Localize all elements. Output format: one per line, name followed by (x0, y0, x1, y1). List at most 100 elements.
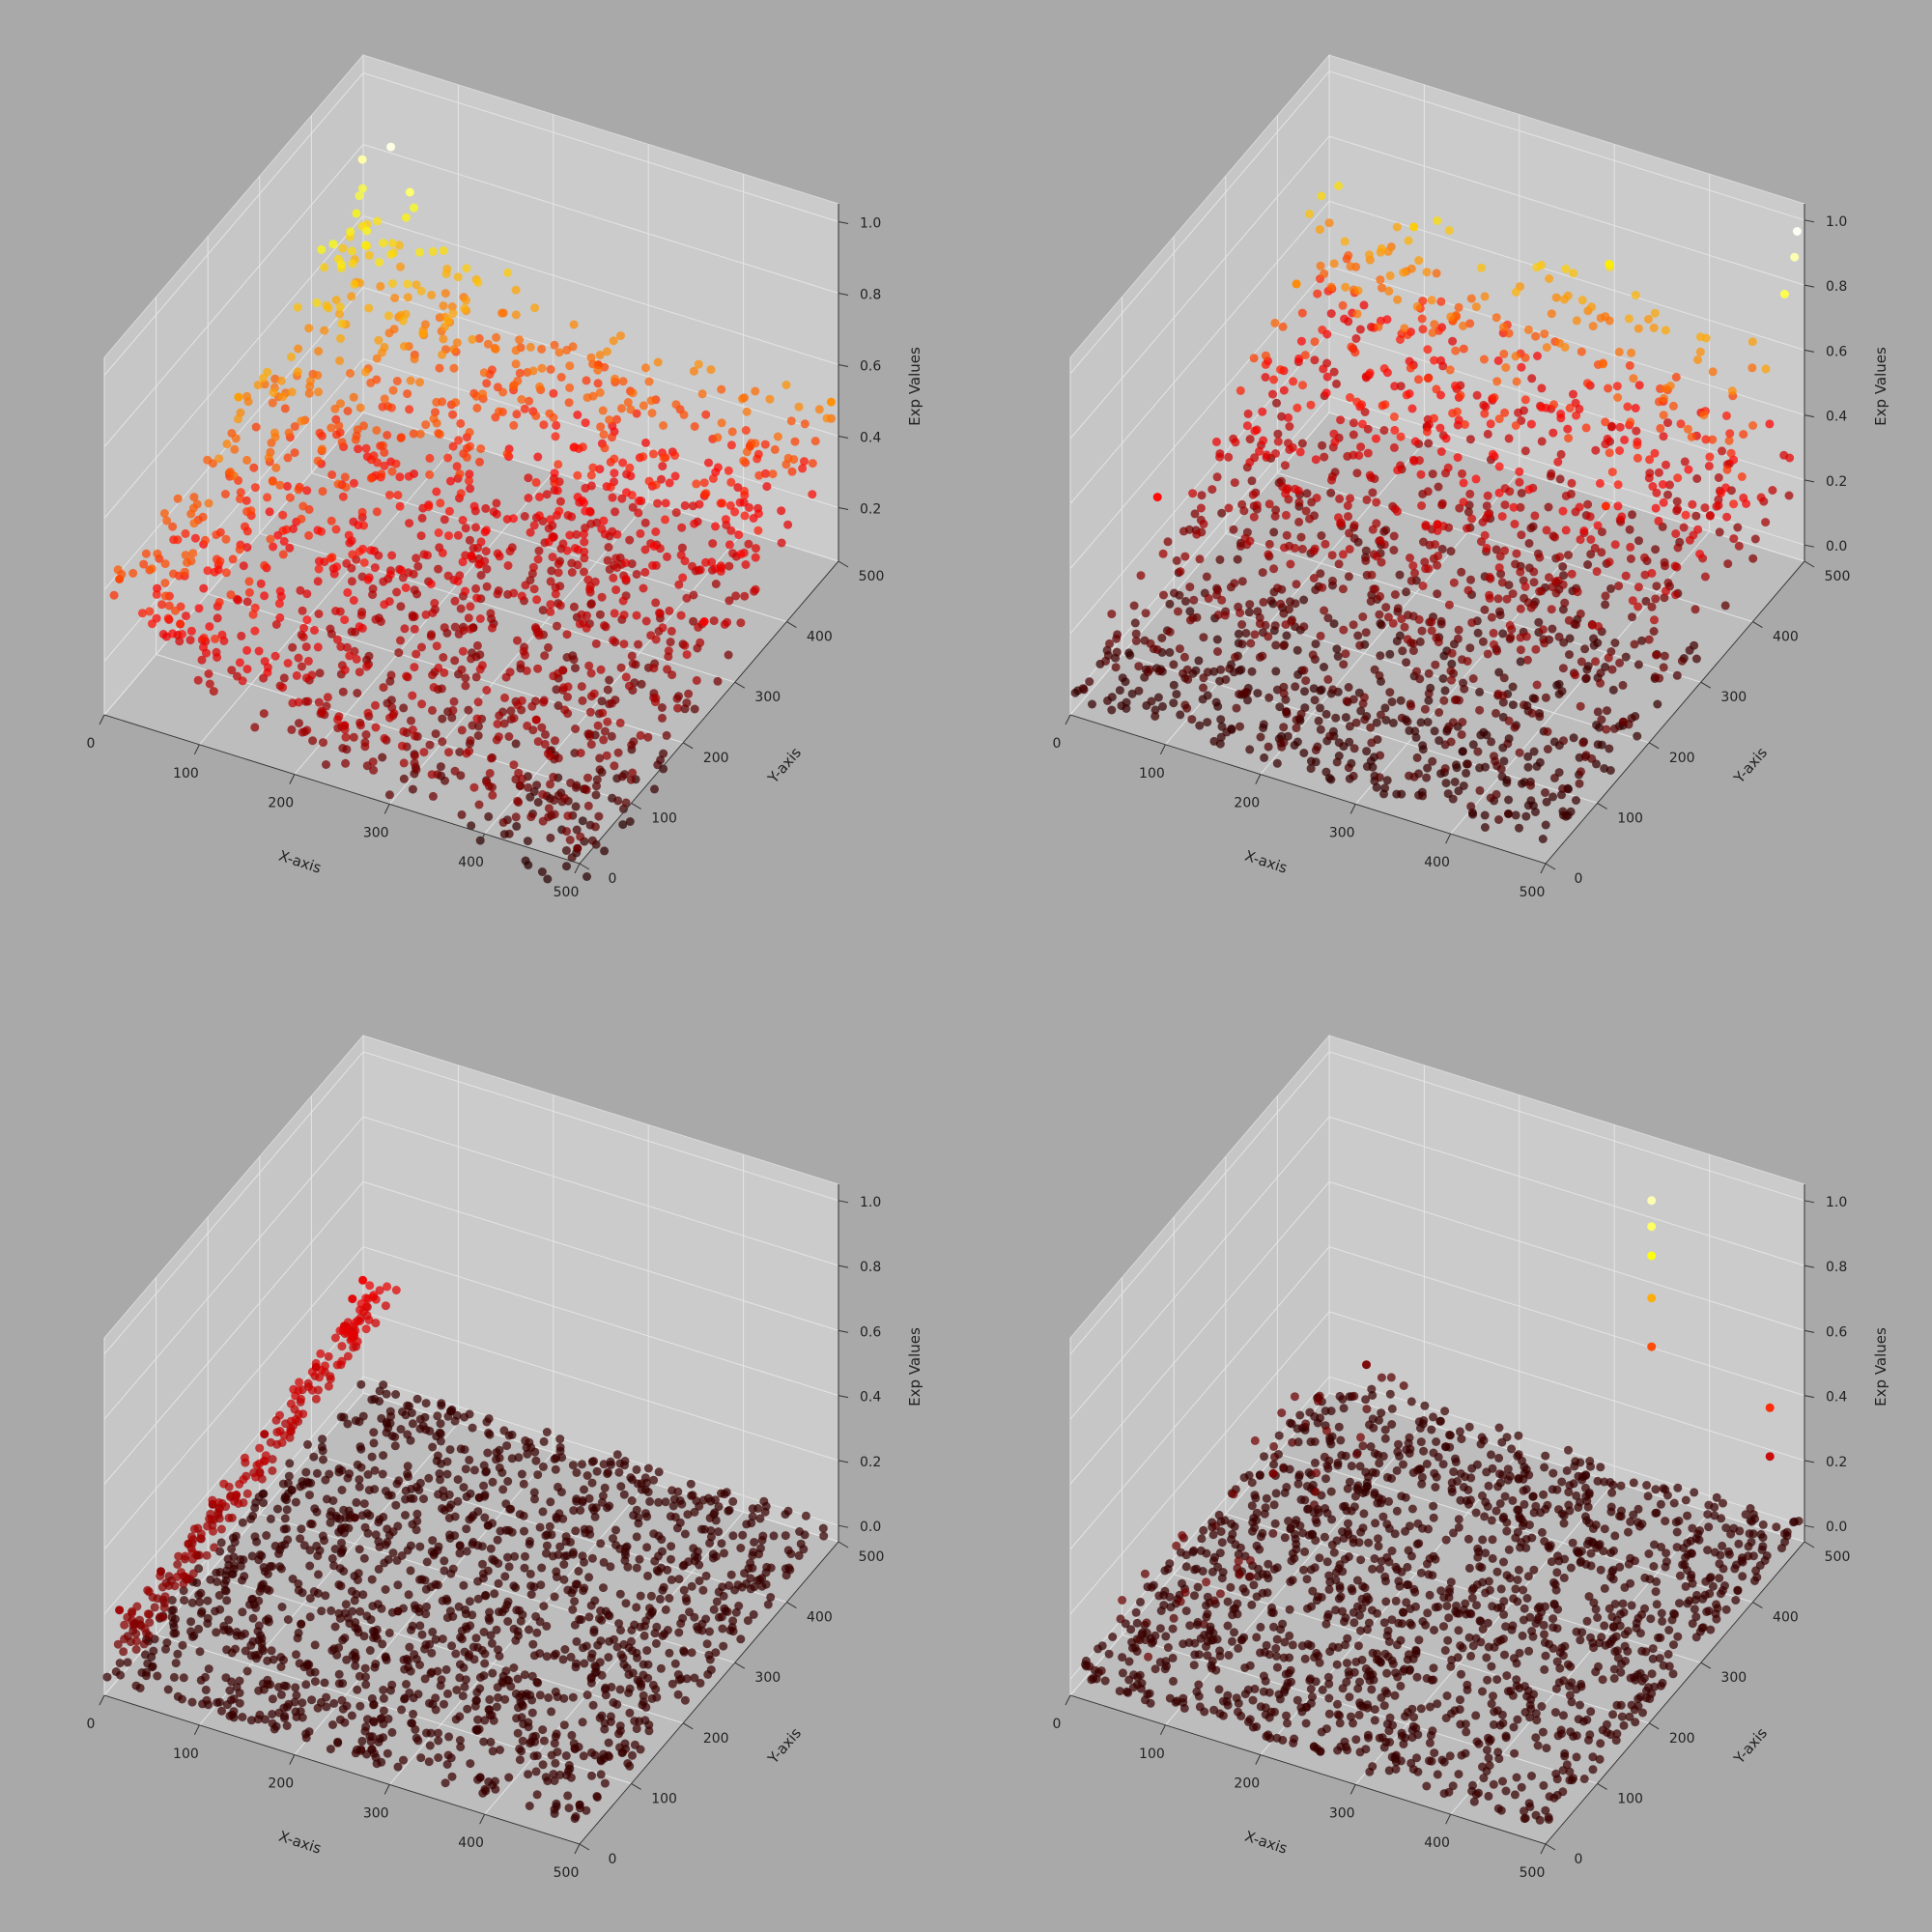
cloud-point (819, 1531, 829, 1541)
cloud-point (303, 656, 313, 666)
x-tick (1540, 863, 1547, 874)
cloud-point (1444, 600, 1454, 610)
cloud-point (367, 1452, 377, 1462)
cloud-point (427, 290, 437, 299)
cloud-point (1323, 613, 1333, 623)
cloud-point (1230, 478, 1239, 488)
cloud-point (453, 530, 463, 540)
cloud-point (1450, 778, 1460, 786)
cloud-point (527, 701, 537, 711)
cloud-point (762, 482, 772, 492)
cloud-point (293, 1634, 302, 1643)
cloud-point (1601, 663, 1610, 671)
cloud-point (570, 544, 580, 553)
cloud-point (555, 1435, 565, 1444)
cloud-point (1402, 390, 1411, 400)
cloud-point (425, 453, 435, 463)
cloud-point (169, 569, 178, 579)
cloud-point (1302, 489, 1312, 498)
cloud-point (1723, 559, 1733, 569)
cloud-point (1399, 268, 1408, 277)
cloud-point (415, 247, 424, 257)
cloud-point (1349, 418, 1358, 428)
cloud-point (204, 498, 213, 508)
cloud-point (619, 611, 629, 620)
cloud-point (1504, 795, 1514, 805)
cloud-point (1695, 347, 1705, 356)
cloud-point (620, 1555, 630, 1565)
cloud-point (188, 549, 198, 558)
panel-top-left: 010020030040050001002003004005000.20.40.… (87, 53, 923, 900)
cloud-point (1216, 665, 1226, 674)
cloud-point (337, 1342, 347, 1351)
cloud-point (1500, 546, 1509, 555)
cloud-point (343, 1419, 353, 1429)
cloud-point (369, 765, 379, 775)
cloud-point (632, 570, 641, 579)
cloud-point (728, 549, 738, 558)
grid-line-y (1328, 412, 1805, 562)
cloud-point (311, 1358, 321, 1368)
cloud-point (1376, 275, 1385, 285)
cloud-point (458, 557, 468, 567)
cloud-point (353, 689, 362, 697)
cloud-point (582, 393, 592, 403)
cloud-point (599, 1460, 609, 1469)
cloud-point (1409, 456, 1419, 466)
cloud-point (201, 535, 210, 545)
cloud-point (374, 1737, 384, 1747)
cloud-point (451, 1649, 461, 1659)
cloud-point (1705, 511, 1715, 521)
cloud-point (1170, 588, 1179, 598)
cloud-point (1165, 647, 1175, 657)
cloud-point (1665, 382, 1675, 390)
cloud-point (1559, 295, 1569, 304)
cloud-point (1690, 605, 1700, 614)
cloud-point (1439, 651, 1449, 661)
cloud-point (529, 584, 539, 594)
cloud-point (369, 1291, 379, 1300)
cloud-point (305, 1594, 315, 1604)
cloud-point (466, 624, 475, 634)
cloud-point (1565, 650, 1574, 660)
cloud-point (555, 1770, 565, 1779)
cloud-point (298, 1698, 307, 1708)
cloud-point (412, 280, 421, 290)
cloud-point (451, 398, 461, 408)
cloud-point (374, 335, 384, 345)
cloud-point (725, 500, 735, 510)
cloud-point (268, 398, 277, 408)
cloud-point (174, 1551, 184, 1561)
cloud-point (403, 1462, 412, 1471)
cloud-point (575, 619, 584, 629)
cloud-point (679, 1585, 689, 1595)
cloud-point (183, 558, 191, 567)
cloud-point (1529, 567, 1539, 577)
cloud-point (1407, 404, 1417, 413)
cloud-point (361, 1680, 371, 1690)
cloud-point (1245, 600, 1255, 610)
cloud-point (344, 530, 354, 540)
cloud-point (647, 1693, 657, 1703)
cloud-point (204, 669, 213, 678)
cloud-point (1285, 422, 1294, 431)
cloud-point (1445, 365, 1455, 375)
cloud-point (560, 1645, 570, 1654)
cloud-point (261, 1715, 270, 1724)
cloud-point (1183, 674, 1193, 684)
cloud-point (378, 753, 387, 762)
cloud-point (1330, 438, 1340, 446)
cloud-point (278, 550, 288, 559)
cloud-point (145, 1618, 155, 1628)
cloud-point (1508, 682, 1518, 692)
cloud-point (236, 1561, 245, 1571)
cloud-point (286, 1399, 296, 1408)
cloud-point (1465, 319, 1475, 328)
cloud-point (468, 334, 477, 344)
cloud-point (431, 408, 440, 417)
cloud-point (1213, 611, 1223, 620)
cloud-point (439, 334, 448, 344)
cloud-point (1389, 531, 1399, 541)
cloud-point (1634, 381, 1644, 390)
cloud-point (526, 812, 536, 822)
